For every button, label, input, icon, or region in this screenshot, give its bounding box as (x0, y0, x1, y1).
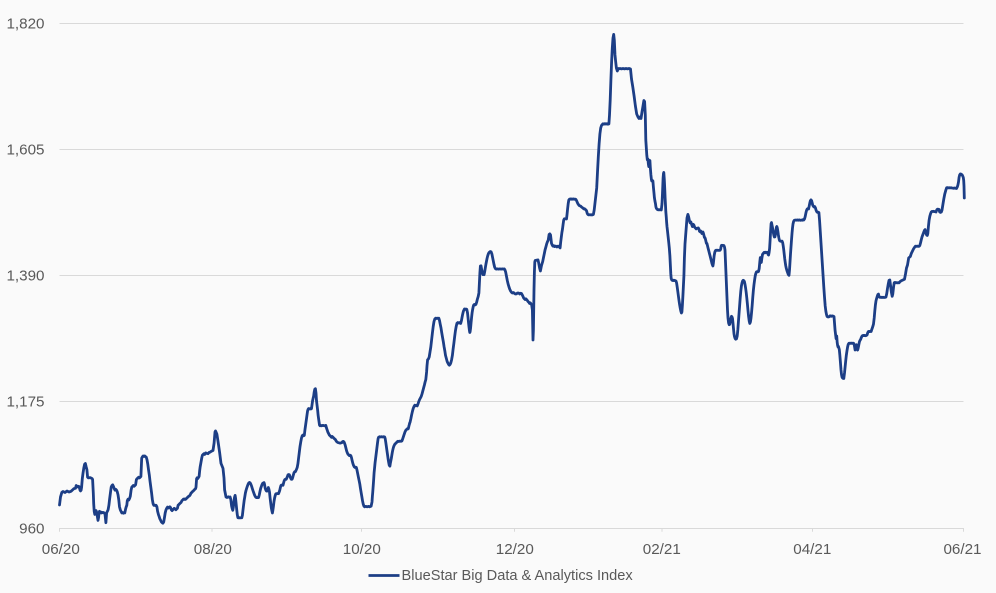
svg-text:1,175: 1,175 (6, 394, 44, 411)
svg-text:06/20: 06/20 (42, 541, 80, 558)
svg-text:960: 960 (19, 521, 44, 538)
svg-text:08/20: 08/20 (194, 541, 232, 558)
svg-text:1,820: 1,820 (6, 16, 44, 33)
svg-text:1,605: 1,605 (6, 142, 44, 159)
svg-text:1,390: 1,390 (6, 268, 44, 285)
svg-text:06/21: 06/21 (943, 541, 981, 558)
svg-text:02/21: 02/21 (643, 541, 681, 558)
svg-text:10/20: 10/20 (343, 541, 381, 558)
svg-text:BlueStar Big Data & Analytics: BlueStar Big Data & Analytics Index (402, 568, 634, 584)
svg-text:04/21: 04/21 (793, 541, 831, 558)
svg-text:12/20: 12/20 (496, 541, 534, 558)
